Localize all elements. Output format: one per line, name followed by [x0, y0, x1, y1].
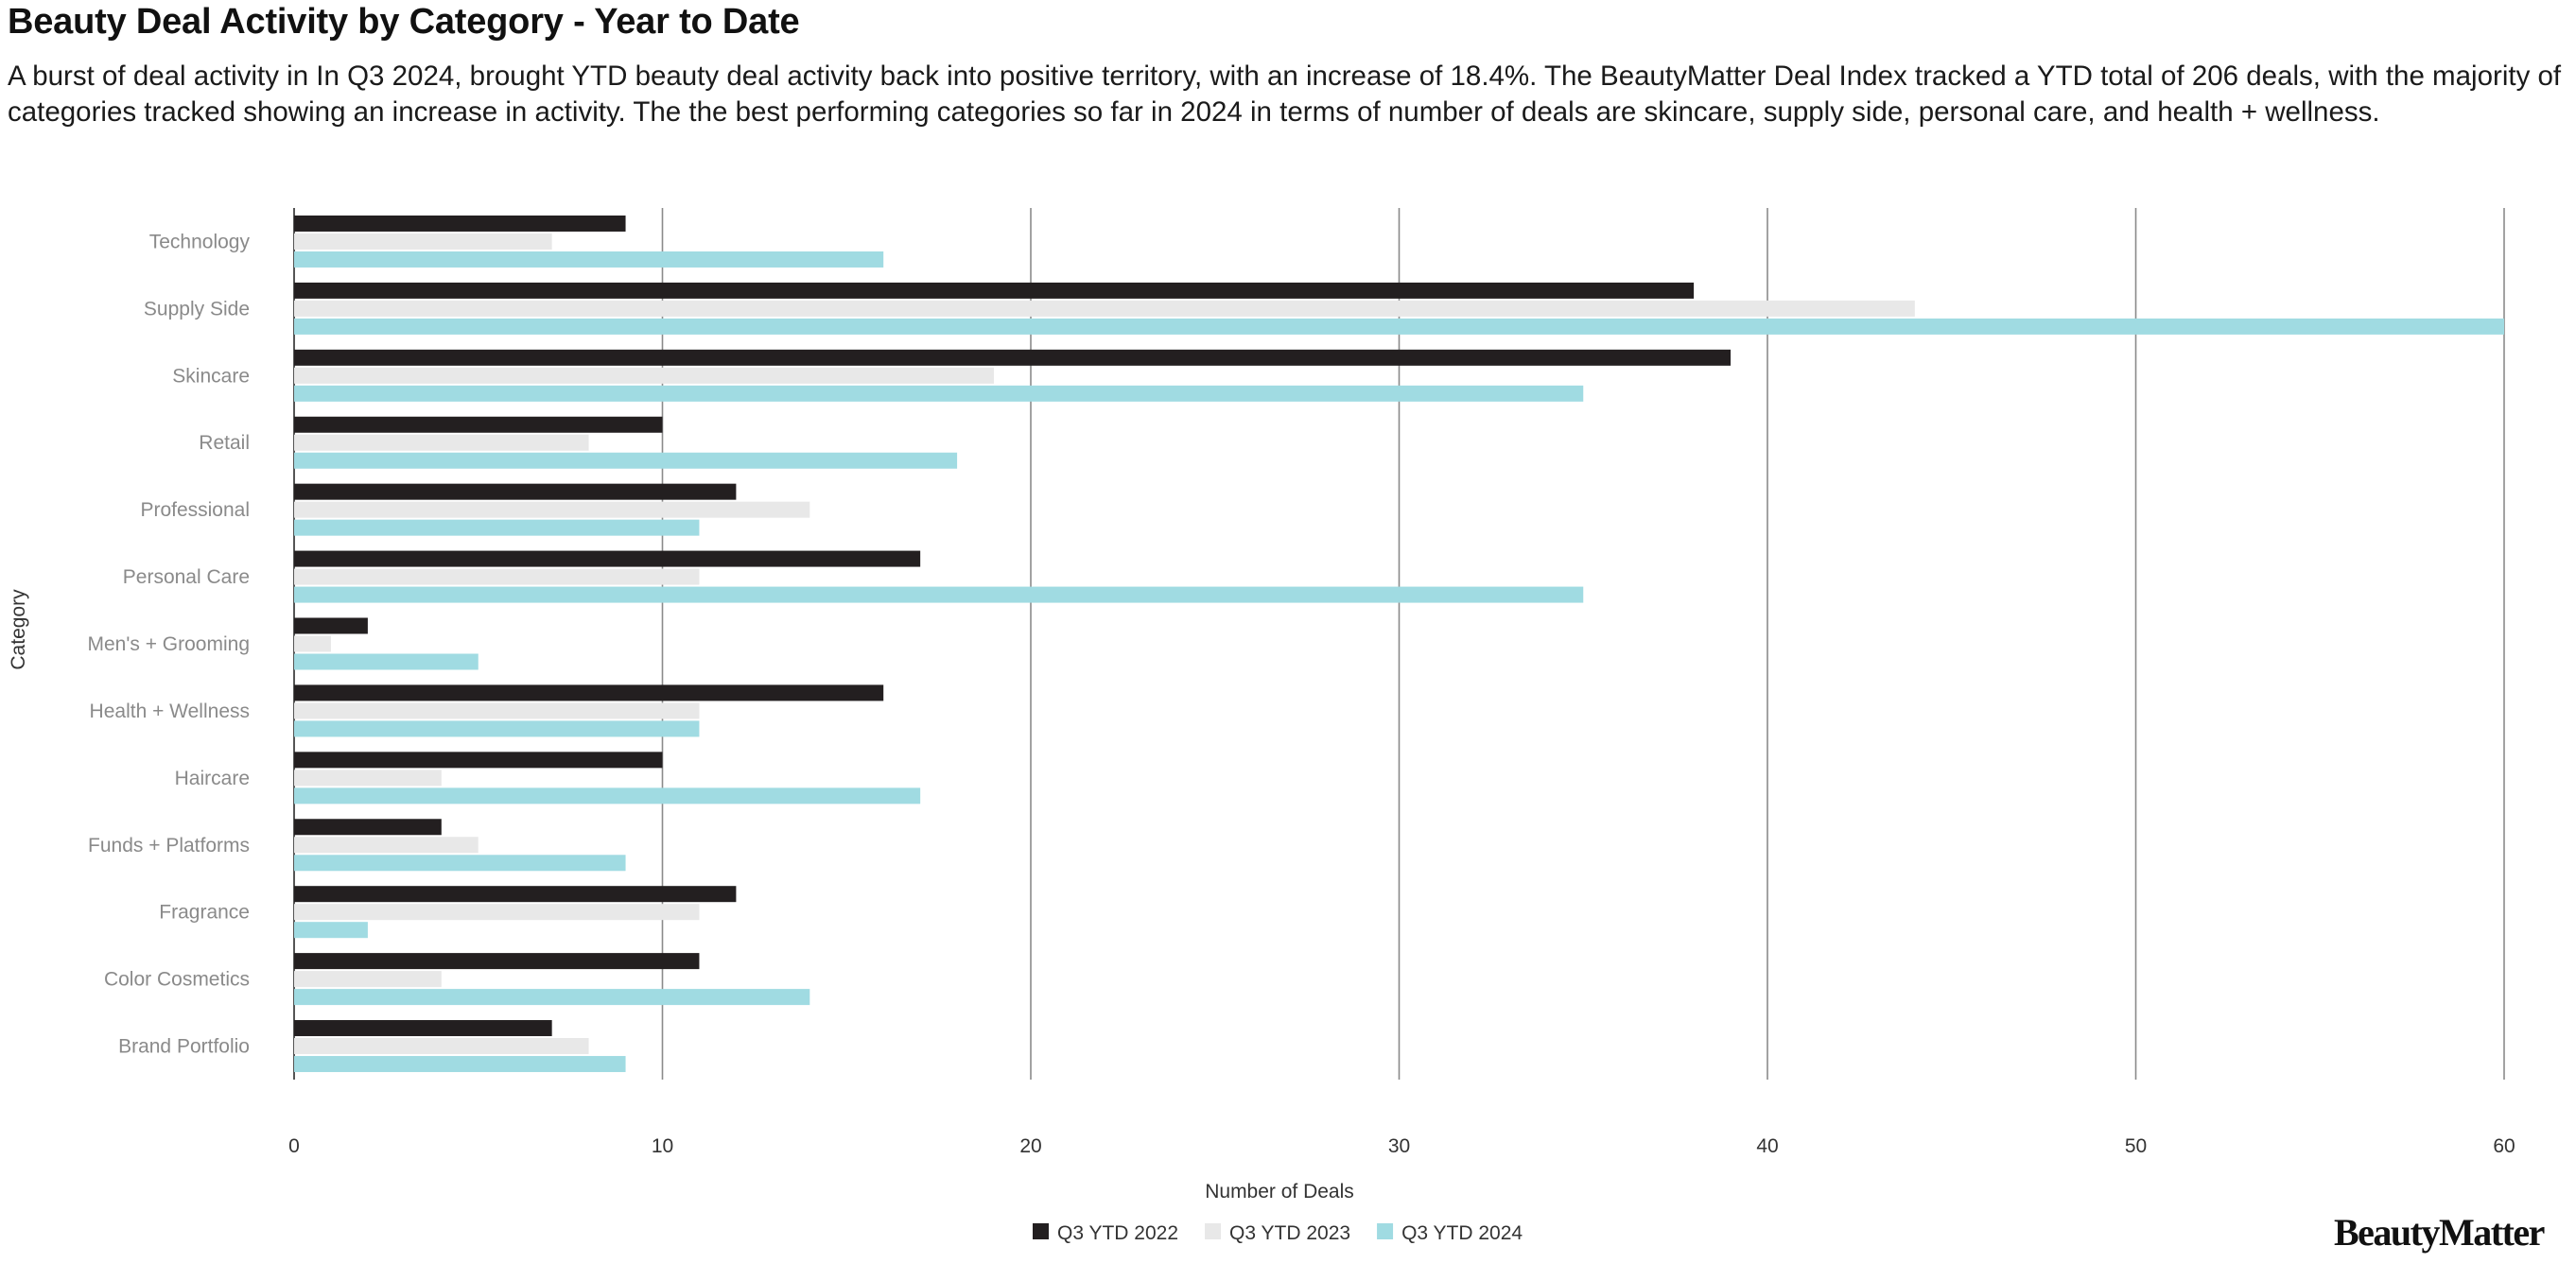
bar	[294, 653, 479, 670]
bar	[294, 752, 663, 769]
category-label: Color Cosmetics	[104, 969, 250, 991]
category-label: Health + Wellness	[90, 701, 250, 722]
x-axis-label: Number of Deals	[1205, 1181, 1354, 1202]
bar	[294, 684, 884, 701]
bar	[294, 501, 810, 518]
x-tick-label: 0	[288, 1135, 300, 1157]
bar	[294, 953, 700, 970]
bar	[294, 922, 368, 939]
bar	[294, 434, 589, 451]
bar	[294, 349, 1732, 366]
category-label: Haircare	[175, 768, 250, 789]
x-tick-label: 40	[1756, 1135, 1778, 1157]
bar	[294, 385, 1584, 402]
bar	[294, 720, 700, 737]
bars	[294, 215, 2504, 1073]
bar	[294, 300, 1915, 317]
legend: Q3 YTD 2022 Q3 YTD 2023 Q3 YTD 2024	[1033, 1222, 1523, 1244]
legend-swatch	[1377, 1223, 1394, 1239]
legend-label: Q3 YTD 2022	[1057, 1222, 1178, 1244]
x-tick-label: 60	[2493, 1135, 2515, 1157]
chart-subtitle: A burst of deal activity in In Q3 2024, …	[8, 61, 2562, 128]
x-tick-label: 50	[2125, 1135, 2147, 1157]
bar	[294, 367, 995, 384]
bar	[294, 904, 700, 921]
legend-swatch	[1205, 1223, 1222, 1239]
bar	[294, 886, 737, 903]
category-label: Supply Side	[144, 298, 250, 320]
bar	[294, 787, 921, 805]
grid-lines	[293, 208, 2505, 1080]
bar	[294, 1056, 626, 1073]
bar	[294, 855, 626, 872]
category-label: Skincare	[172, 365, 250, 387]
x-tick-label: 20	[1019, 1135, 1041, 1157]
bar	[294, 452, 958, 469]
category-label: Brand Portfolio	[118, 1036, 250, 1058]
bar	[294, 318, 2504, 335]
category-label: Professional	[140, 499, 250, 521]
bar	[294, 702, 700, 719]
category-label: Retail	[199, 432, 250, 454]
legend-swatch	[1033, 1223, 1049, 1239]
category-label: Personal Care	[123, 566, 250, 588]
bar	[294, 416, 663, 433]
category-label: Fragrance	[159, 902, 250, 924]
x-tick-label: 10	[652, 1135, 673, 1157]
chart-title: Beauty Deal Activity by Category - Year …	[8, 2, 800, 42]
bar	[294, 971, 442, 988]
brand-logo: BeautyMatter	[2334, 1211, 2545, 1254]
bar	[294, 550, 921, 567]
category-label: Funds + Platforms	[88, 835, 250, 856]
category-label: Technology	[149, 231, 251, 252]
bar	[294, 568, 700, 585]
bar	[294, 1020, 552, 1037]
bar	[294, 819, 442, 836]
bar	[294, 215, 626, 232]
x-tick-label: 30	[1388, 1135, 1410, 1157]
bar	[294, 617, 368, 634]
bar	[294, 989, 810, 1006]
category-labels: Technology Supply Side Skincare Retail Profe…	[88, 231, 251, 1057]
bar	[294, 1038, 589, 1055]
category-label: Men's + Grooming	[88, 633, 251, 655]
bar	[294, 282, 1695, 299]
legend-label: Q3 YTD 2024	[1401, 1222, 1523, 1244]
x-tick-labels: 0 10 20 30 40 50 60	[288, 1135, 2515, 1157]
legend-label: Q3 YTD 2023	[1229, 1222, 1350, 1244]
bar	[294, 770, 442, 787]
bar	[294, 837, 479, 854]
bar	[294, 251, 884, 268]
bar	[294, 233, 552, 250]
bar	[294, 519, 700, 536]
bar	[294, 635, 331, 652]
y-axis-label: Category	[8, 589, 29, 670]
bar	[294, 586, 1584, 603]
bar	[294, 483, 737, 500]
